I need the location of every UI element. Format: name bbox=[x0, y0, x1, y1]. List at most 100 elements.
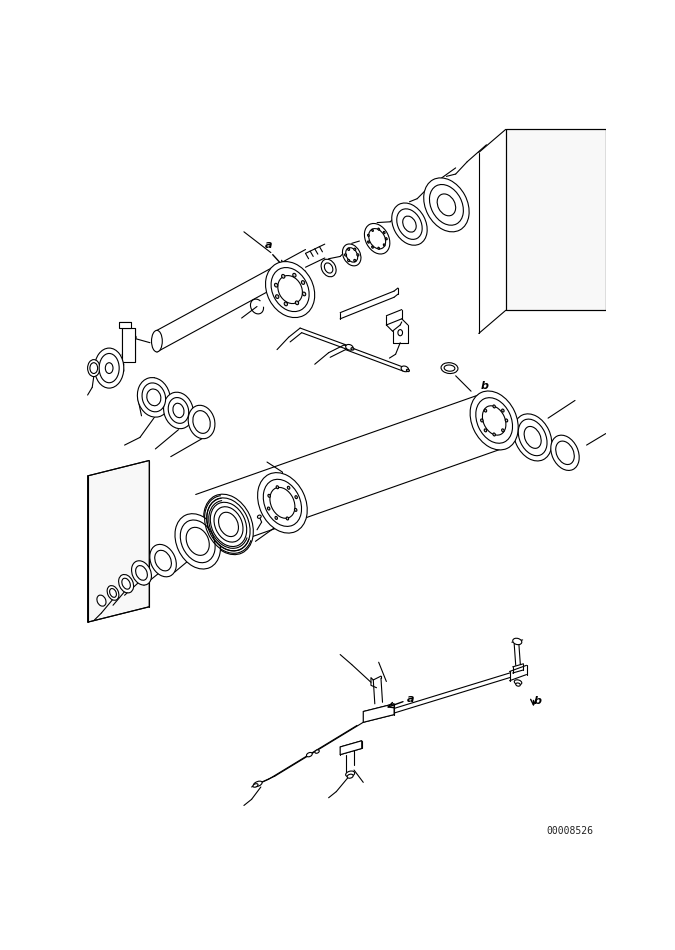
Ellipse shape bbox=[155, 550, 171, 571]
Ellipse shape bbox=[275, 517, 277, 520]
Ellipse shape bbox=[401, 366, 408, 371]
Ellipse shape bbox=[193, 410, 211, 433]
Ellipse shape bbox=[146, 389, 161, 406]
Ellipse shape bbox=[186, 527, 209, 556]
Ellipse shape bbox=[315, 750, 319, 753]
Ellipse shape bbox=[502, 409, 504, 412]
Ellipse shape bbox=[348, 248, 350, 251]
Ellipse shape bbox=[175, 514, 221, 569]
Ellipse shape bbox=[325, 263, 333, 273]
Ellipse shape bbox=[429, 184, 463, 225]
Ellipse shape bbox=[348, 259, 350, 261]
Ellipse shape bbox=[173, 403, 184, 418]
Ellipse shape bbox=[372, 229, 373, 232]
Ellipse shape bbox=[513, 638, 522, 645]
Ellipse shape bbox=[484, 428, 487, 432]
Ellipse shape bbox=[398, 330, 402, 335]
Ellipse shape bbox=[470, 391, 518, 450]
Ellipse shape bbox=[268, 494, 271, 497]
Ellipse shape bbox=[484, 409, 487, 412]
Ellipse shape bbox=[551, 435, 579, 470]
Ellipse shape bbox=[441, 363, 458, 373]
Ellipse shape bbox=[105, 363, 113, 373]
Ellipse shape bbox=[351, 348, 354, 350]
Ellipse shape bbox=[136, 565, 147, 580]
Ellipse shape bbox=[95, 348, 124, 389]
Ellipse shape bbox=[524, 427, 541, 448]
Ellipse shape bbox=[275, 294, 279, 298]
Ellipse shape bbox=[271, 268, 309, 312]
Ellipse shape bbox=[406, 370, 410, 371]
Ellipse shape bbox=[284, 302, 288, 306]
Ellipse shape bbox=[265, 261, 315, 317]
Ellipse shape bbox=[378, 247, 379, 250]
Ellipse shape bbox=[346, 345, 353, 351]
Ellipse shape bbox=[506, 419, 508, 422]
Ellipse shape bbox=[267, 507, 270, 510]
Text: 00008526: 00008526 bbox=[547, 826, 593, 836]
Ellipse shape bbox=[214, 506, 243, 542]
Ellipse shape bbox=[276, 485, 279, 488]
Ellipse shape bbox=[403, 216, 416, 232]
Ellipse shape bbox=[476, 398, 512, 444]
Ellipse shape bbox=[207, 498, 250, 551]
Ellipse shape bbox=[481, 419, 483, 422]
Ellipse shape bbox=[211, 503, 246, 546]
Ellipse shape bbox=[321, 259, 336, 276]
Ellipse shape bbox=[107, 585, 119, 600]
Ellipse shape bbox=[493, 433, 495, 436]
Polygon shape bbox=[88, 461, 149, 622]
Ellipse shape bbox=[302, 292, 306, 295]
Polygon shape bbox=[119, 322, 132, 328]
Ellipse shape bbox=[150, 544, 176, 577]
Ellipse shape bbox=[270, 487, 295, 519]
Ellipse shape bbox=[306, 752, 313, 757]
Ellipse shape bbox=[397, 209, 422, 239]
Ellipse shape bbox=[483, 406, 506, 435]
Ellipse shape bbox=[204, 494, 253, 555]
Ellipse shape bbox=[286, 517, 289, 520]
Ellipse shape bbox=[163, 392, 193, 428]
Ellipse shape bbox=[132, 335, 136, 339]
Ellipse shape bbox=[281, 275, 285, 278]
Ellipse shape bbox=[122, 579, 130, 589]
Ellipse shape bbox=[258, 472, 307, 533]
Ellipse shape bbox=[346, 771, 354, 777]
Ellipse shape bbox=[253, 781, 262, 787]
Ellipse shape bbox=[142, 383, 165, 411]
Ellipse shape bbox=[257, 515, 261, 519]
Ellipse shape bbox=[346, 248, 358, 262]
Ellipse shape bbox=[364, 223, 390, 254]
Text: b: b bbox=[481, 381, 489, 391]
Ellipse shape bbox=[278, 276, 302, 304]
Ellipse shape bbox=[342, 244, 361, 266]
Ellipse shape bbox=[518, 419, 547, 456]
Ellipse shape bbox=[188, 406, 215, 439]
Ellipse shape bbox=[88, 360, 100, 376]
Ellipse shape bbox=[354, 259, 356, 261]
Ellipse shape bbox=[556, 441, 574, 465]
Ellipse shape bbox=[219, 512, 238, 537]
Ellipse shape bbox=[372, 246, 373, 248]
Ellipse shape bbox=[516, 683, 520, 686]
Ellipse shape bbox=[132, 560, 151, 585]
Ellipse shape bbox=[151, 331, 162, 352]
Ellipse shape bbox=[392, 203, 427, 245]
Ellipse shape bbox=[295, 496, 298, 499]
Ellipse shape bbox=[344, 254, 346, 256]
Ellipse shape bbox=[275, 283, 277, 287]
Polygon shape bbox=[506, 129, 605, 311]
Ellipse shape bbox=[90, 363, 98, 373]
Ellipse shape bbox=[444, 365, 455, 371]
Ellipse shape bbox=[368, 235, 369, 237]
Ellipse shape bbox=[97, 595, 106, 606]
Ellipse shape bbox=[180, 520, 215, 562]
Ellipse shape bbox=[368, 241, 369, 243]
Polygon shape bbox=[363, 704, 394, 722]
Ellipse shape bbox=[357, 254, 359, 256]
Text: b: b bbox=[533, 696, 541, 706]
Ellipse shape bbox=[502, 428, 504, 432]
Ellipse shape bbox=[253, 784, 258, 788]
Ellipse shape bbox=[288, 486, 290, 489]
Ellipse shape bbox=[294, 508, 297, 511]
